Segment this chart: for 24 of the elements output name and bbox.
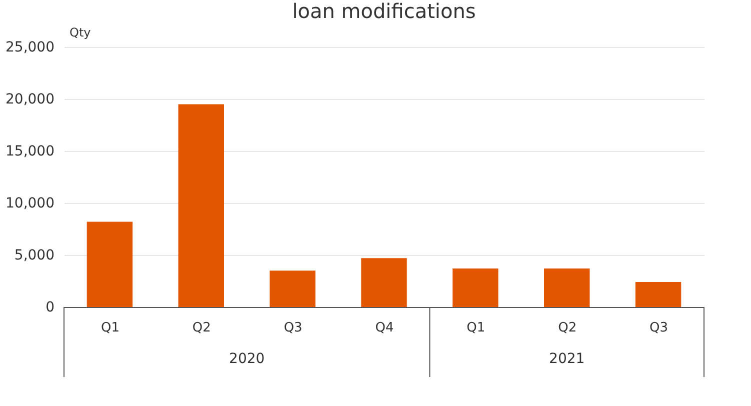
y-tick-label: 5,000 [14,248,54,264]
y-tick-label: 10,000 [6,196,54,212]
y-tick-label: 20,000 [6,92,54,108]
y-tick-label: 15,000 [6,144,54,160]
text: 2020 [229,351,265,367]
bar [178,104,224,307]
y-tick-label: 25,000 [6,40,54,56]
x-tick-label: Q3 [650,320,668,336]
text: 2021 [549,351,585,367]
bar [544,268,590,307]
x-tick-label: Q4 [375,320,394,336]
bar [361,258,407,307]
y-axis-title: Qty [70,26,91,40]
bar [635,282,682,307]
x-tick-label: Q2 [558,320,577,336]
x-tick-label: Q3 [284,320,302,336]
bar [270,270,316,307]
x-tick-label: Q1 [100,320,120,336]
x-tick-label: Q2 [192,320,211,336]
chart-title: loan modifications [292,0,476,23]
bar [86,222,133,307]
y-tick-label: 0 [46,300,54,316]
x-tick-label: Q1 [466,320,486,336]
bar [452,268,498,307]
